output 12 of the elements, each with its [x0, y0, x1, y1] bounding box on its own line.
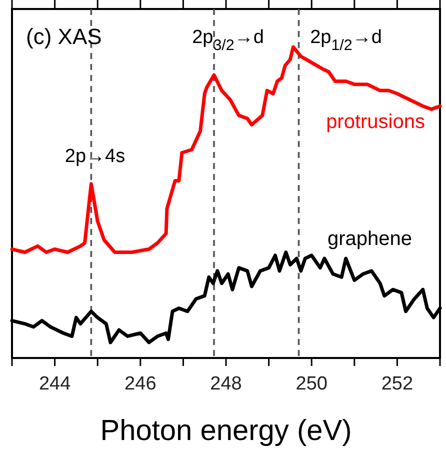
x-tick-label: 252 [381, 373, 414, 394]
annotation: 2p$_{1/2}$→d [310, 27, 382, 54]
annotation: (c) XAS [26, 24, 102, 49]
annotation: 2p→4s [64, 146, 126, 167]
series-label: protrusions [326, 111, 425, 133]
x-tick-label: 246 [124, 373, 156, 394]
x-tick-label: 250 [296, 373, 328, 394]
annotation: 2p$_{3/2}$→d [192, 27, 264, 54]
x-axis-title: Photon energy (eV) [100, 415, 352, 447]
x-tick-label: 248 [210, 373, 242, 394]
x-tick-label: 244 [38, 373, 72, 394]
series-label: graphene [327, 228, 412, 250]
